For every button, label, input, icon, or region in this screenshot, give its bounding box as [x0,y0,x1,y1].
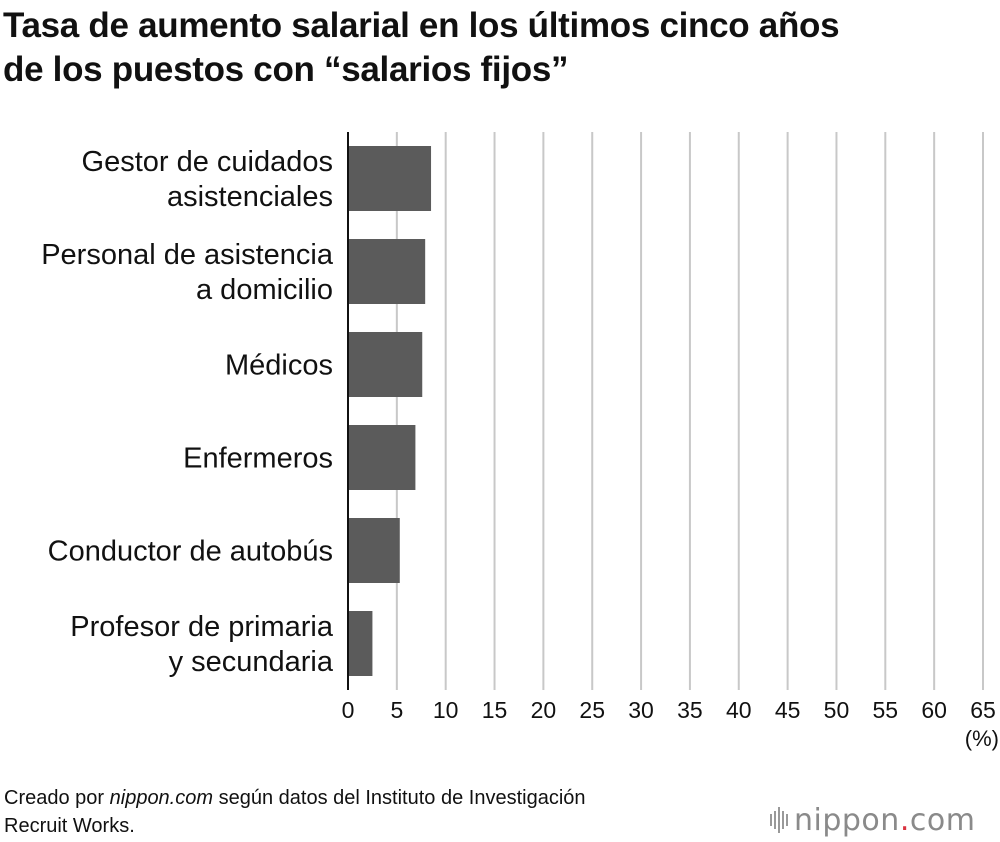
x-tick-label-20: 20 [531,697,557,723]
chart-title-line-2: de los puestos con “salarios fijos” [3,50,569,89]
category-label-1-0: Personal de asistencia [41,239,334,271]
category-label-1-1: a domicilio [196,274,333,306]
x-tick-label-0: 0 [342,697,355,723]
x-tick-label-35: 35 [677,697,703,723]
x-tick-label-15: 15 [482,697,508,723]
source-prefix: Creado por [4,787,110,809]
x-tick-label-25: 25 [579,697,605,723]
bar-1 [348,239,426,304]
logo-dot: . [899,802,910,838]
x-unit-label: (%) [965,726,999,751]
bar-5 [348,611,373,676]
logo-tld: com [909,802,976,838]
x-tick-label-60: 60 [921,697,947,723]
x-tick-label-55: 55 [873,697,899,723]
x-tick-label-45: 45 [775,697,801,723]
x-tick-label-30: 30 [628,697,654,723]
category-label-2-0: Médicos [225,350,333,382]
x-tick-label-50: 50 [824,697,850,723]
category-label-0-1: asistenciales [167,181,333,213]
x-tick-label-5: 5 [390,697,403,723]
chart-title-line-1: Tasa de aumento salarial en los últimos … [3,6,840,45]
bar-0 [348,146,432,211]
category-label-5-1: y secundaria [169,646,334,678]
source-note: Creado por nippon.com según datos del In… [4,784,586,840]
x-tick-label-40: 40 [726,697,752,723]
logo-bars-icon [770,805,788,835]
bar-2 [348,332,423,397]
source-suffix: según datos del Instituto de Investigaci… [213,787,586,809]
source-site: nippon.com [109,787,214,809]
category-label-5-0: Profesor de primaria [70,611,334,643]
nippon-logo: nippon.com [770,800,975,840]
category-label-3-0: Enfermeros [183,443,333,475]
bar-4 [348,518,400,583]
category-label-0-0: Gestor de cuidados [82,146,333,178]
chart-title: Tasa de aumento salarial en los últimos … [3,4,993,92]
logo-name: nippon [794,802,900,838]
x-tick-label-65: 65 [970,697,996,723]
x-tick-label-10: 10 [433,697,459,723]
bar-3 [348,425,416,490]
source-line-2: Recruit Works. [4,815,135,837]
category-label-4-0: Conductor de autobús [48,536,333,568]
